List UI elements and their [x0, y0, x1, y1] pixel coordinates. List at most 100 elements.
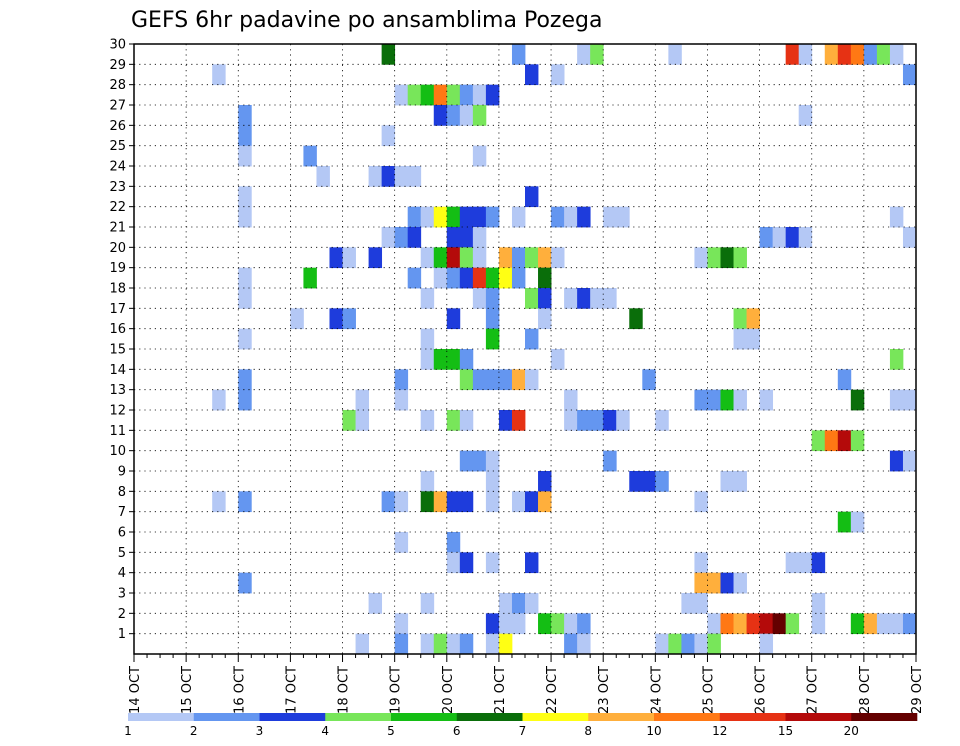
heatmap-cell-m12-157: [511, 410, 526, 431]
heatmap-cell-m28-24: [485, 84, 500, 106]
heatmap-cell-m2-234: [785, 613, 800, 635]
heatmap-cell-m16-116: [238, 328, 252, 350]
heatmap-cell-m29-14: [525, 64, 539, 86]
colorbar-label: 5: [387, 724, 395, 738]
heatmap-cell-m16-119: [525, 328, 539, 350]
heatmap-cell-m13-140: [355, 389, 369, 411]
heatmap-cell-m22-44: [407, 206, 422, 228]
x-tick-label: 18 OCT: [337, 666, 352, 714]
colorbar-label: 20: [844, 724, 859, 738]
heatmap-cell-m9-181: [733, 471, 747, 492]
heatmap-cell-m19-90: [446, 267, 461, 289]
heatmap-cell-m11-164: [811, 430, 826, 452]
heatmap-cell-m22-55: [603, 206, 617, 228]
colorbar-segment: [193, 713, 260, 721]
heatmap-cell-m29-16: [902, 64, 917, 86]
heatmap-cell-m20-74: [446, 247, 461, 269]
y-tick-label: 18: [109, 282, 126, 297]
heatmap-cell-m13-147: [759, 389, 774, 411]
heatmap-cell-m12-162: [616, 410, 630, 431]
heatmap-cell-m27-27: [446, 105, 461, 126]
heatmap-cell-m11-167: [850, 430, 865, 452]
x-tick-label: 14 OCT: [128, 666, 143, 714]
heatmap-cell-m28-17: [394, 84, 409, 106]
y-tick-label: 17: [109, 302, 126, 317]
heatmap-cell-m30-7: [824, 44, 839, 65]
heatmap-cell-m14-137: [837, 369, 852, 391]
heatmap-cell-m9-180: [720, 471, 734, 492]
heatmap-cell-m10-170: [485, 450, 500, 472]
heatmap-cell-m1-248: [498, 633, 513, 655]
heatmap-cell-m30-3: [590, 44, 604, 65]
y-tick-label: 1: [118, 627, 126, 642]
heatmap-cell-m22-49: [472, 206, 487, 228]
heatmap-cell-m1-251: [655, 633, 669, 655]
heatmap-cell-m26-32: [381, 125, 396, 147]
heatmap-cell-m7-195: [837, 511, 852, 533]
heatmap-cell-m30-11: [876, 44, 891, 65]
heatmap-cell-m12-155: [459, 410, 474, 431]
y-tick-label: 24: [109, 160, 126, 175]
heatmap-cell-m1-245: [446, 633, 461, 655]
heatmap-cell-m2-239: [889, 613, 904, 635]
heatmap-cell-m20-70: [342, 247, 356, 269]
y-tick-label: 7: [118, 505, 126, 520]
heatmap-cell-m15-124: [446, 349, 461, 370]
heatmap-cell-m8-185: [394, 491, 409, 513]
heatmap-cell-m19-88: [407, 267, 422, 289]
colorbar-segment: [851, 713, 918, 721]
heatmap-cell-m1-254: [694, 633, 708, 655]
heatmap-cell-m1-243: [420, 633, 435, 655]
heatmap-cell-m20-84: [720, 247, 734, 269]
heatmap-cell-m11-165: [824, 430, 839, 452]
y-tick-label: 3: [118, 587, 126, 602]
heatmap-cell-m30-6: [798, 44, 813, 65]
heatmap-cell-m8-191: [511, 491, 526, 513]
y-tick-label: 15: [109, 343, 126, 358]
heatmap-cell-m18-103: [564, 288, 578, 309]
heatmap-cell-m13-143: [694, 389, 708, 411]
heatmap-cell-m4-211: [733, 572, 747, 594]
heatmap-cell-m16-118: [485, 328, 500, 350]
y-tick-label: 16: [109, 322, 126, 337]
heatmap-cell-m2-224: [538, 613, 552, 635]
heatmap-cell-m12-158: [564, 410, 578, 431]
heatmap-cell-m2-237: [863, 613, 878, 635]
heatmap-cell-m12-159: [577, 410, 591, 431]
colorbar-segment: [325, 713, 392, 721]
y-tick-label: 25: [109, 139, 126, 154]
heatmap-cell-m14-130: [459, 369, 474, 391]
y-tick-label: 8: [118, 485, 126, 500]
heatmap-cell-m19-95: [511, 267, 526, 289]
x-tick-label: 17 OCT: [284, 666, 299, 714]
heatmap-cell-m12-160: [590, 410, 604, 431]
heatmap-cell-m1-252: [668, 633, 682, 655]
heatmap-cell-m13-144: [707, 389, 721, 411]
heatmap-cell-m4-209: [707, 572, 721, 594]
heatmap-cell-m21-61: [446, 227, 461, 248]
heatmap-cell-m26-31: [238, 125, 252, 147]
heatmap-cell-m8-188: [446, 491, 461, 513]
heatmap-cell-m30-10: [863, 44, 878, 65]
heatmap-cell-m20-78: [511, 247, 526, 269]
heatmap-cell-m5-204: [785, 552, 800, 574]
heatmap-cell-m8-186: [420, 491, 435, 513]
heatmap-cell-m2-232: [759, 613, 774, 635]
heatmap-cell-m8-193: [538, 491, 552, 513]
heatmap-cell-m28-21: [446, 84, 461, 106]
x-tick-label: 16 OCT: [232, 666, 247, 714]
heatmap-cell-m28-22: [459, 84, 474, 106]
heatmap-cell-m21-62: [459, 227, 474, 248]
heatmap-cell-m2-233: [772, 613, 787, 635]
heatmap-cell-m2-223: [511, 613, 526, 635]
heatmap-cell-m8-190: [485, 491, 500, 513]
heatmap-cell-m24-40: [407, 166, 422, 187]
heatmap-cell-m2-240: [902, 613, 917, 635]
heatmap-cell-m29-13: [212, 64, 226, 86]
heatmap-cell-m22-51: [511, 206, 526, 228]
heatmap-cell-m5-203: [694, 552, 708, 574]
heatmap-cell-m24-36: [316, 166, 330, 187]
heatmap-cell-m8-192: [525, 491, 539, 513]
heatmap-cell-m8-182: [212, 491, 226, 513]
heatmap-cell-m12-151: [342, 410, 356, 431]
